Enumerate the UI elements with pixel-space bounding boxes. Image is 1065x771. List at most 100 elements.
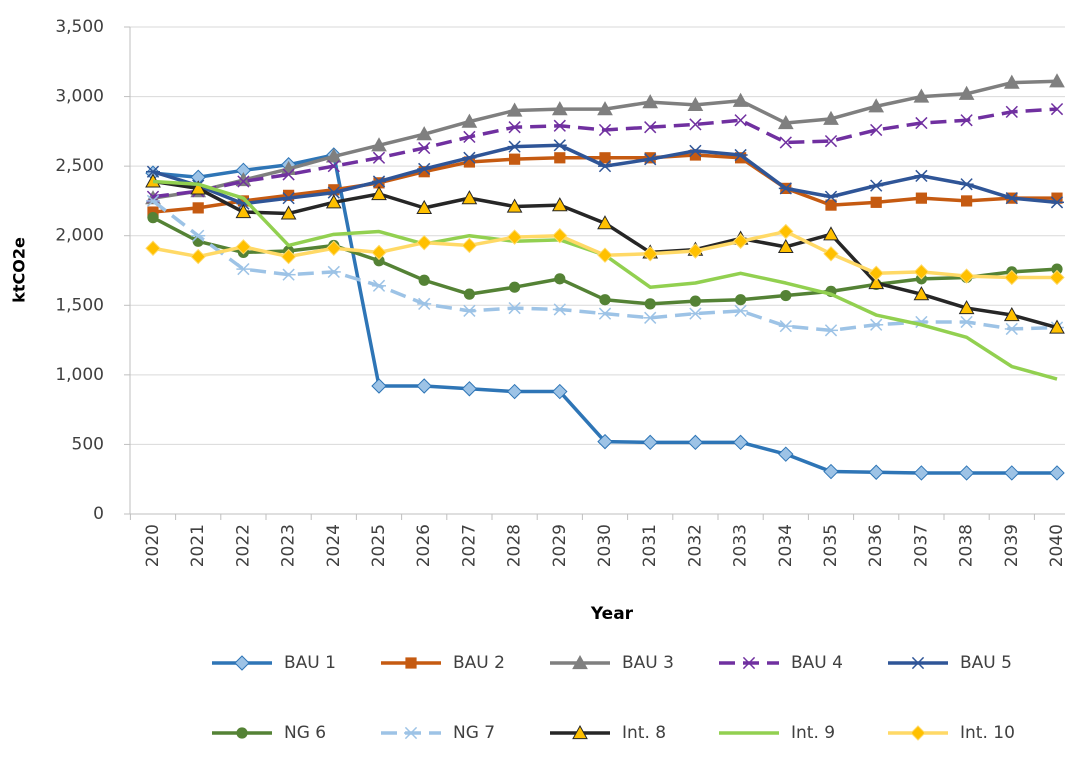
marker: [777, 114, 794, 130]
legend-item: Int. 8: [550, 723, 666, 743]
marker: [283, 189, 295, 201]
marker-stroke: [508, 121, 521, 134]
x-tick-label: 2039: [1002, 524, 1022, 567]
marker: [328, 184, 340, 196]
marker-stroke: [282, 168, 295, 181]
marker-stroke: [372, 151, 386, 164]
marker: [235, 172, 252, 187]
marker: [598, 123, 612, 137]
marker-stroke: [915, 116, 928, 130]
y-tick-label: 3,000: [55, 87, 104, 107]
y-tick-label: 2,000: [55, 226, 104, 246]
marker: [735, 294, 747, 306]
marker: [325, 194, 342, 209]
marker: [958, 465, 975, 481]
x-tick-label: 2022: [233, 524, 253, 567]
x-tick-label: 2034: [776, 524, 796, 567]
marker: [1051, 263, 1063, 275]
marker: [868, 265, 884, 281]
legend-item: Int. 10: [888, 723, 1015, 743]
y-tick-label: 3,500: [55, 17, 104, 37]
legend-marker: [911, 656, 925, 670]
marker: [371, 185, 387, 201]
marker: [644, 298, 656, 310]
legend-marker: [234, 655, 250, 671]
legend-label: BAU 3: [622, 653, 674, 673]
marker: [598, 307, 612, 320]
marker: [959, 315, 974, 329]
legend-label: BAU 4: [791, 653, 843, 673]
marker: [463, 288, 475, 300]
marker: [147, 212, 159, 224]
legend-label: BAU 2: [453, 653, 505, 673]
marker: [507, 140, 522, 153]
marker: [598, 160, 612, 173]
marker: [552, 383, 568, 400]
x-tick-label: 2036: [866, 524, 886, 567]
marker: [825, 199, 837, 211]
marker: [1004, 192, 1019, 205]
legend-marker: [405, 657, 417, 669]
marker: [461, 190, 478, 205]
x-tick-label: 2029: [550, 524, 570, 567]
marker-stroke: [598, 123, 612, 137]
marker: [145, 240, 161, 256]
marker: [237, 175, 250, 188]
marker: [777, 238, 794, 253]
legend-marker: [910, 725, 926, 741]
legend-label: BAU 5: [960, 653, 1012, 673]
marker: [506, 102, 523, 117]
marker: [733, 148, 748, 162]
marker-stroke: [237, 175, 250, 188]
marker: [461, 237, 478, 254]
x-tick-label: 2025: [369, 524, 389, 567]
marker: [1049, 73, 1065, 88]
marker: [961, 195, 973, 207]
x-tick-label: 2020: [143, 524, 163, 567]
marker: [235, 204, 252, 219]
marker: [913, 286, 930, 301]
marker: [551, 197, 568, 212]
marker: [868, 98, 885, 113]
marker: [463, 130, 476, 144]
marker: [824, 134, 838, 148]
marker: [824, 324, 838, 337]
marker: [870, 196, 882, 208]
marker-stroke: [1005, 105, 1018, 119]
marker: [1050, 102, 1064, 116]
marker-stroke: [327, 160, 340, 173]
x-tick-label: 2033: [731, 524, 751, 567]
marker-stroke: [1050, 102, 1064, 116]
marker: [416, 234, 432, 251]
marker-stroke: [644, 121, 657, 134]
marker: [416, 126, 433, 141]
marker: [643, 153, 658, 166]
marker: [959, 178, 974, 191]
legend-marker: [572, 654, 588, 670]
x-tick-label: 2040: [1047, 524, 1065, 567]
marker: [418, 274, 430, 286]
marker: [735, 152, 747, 164]
x-tick-label: 2030: [595, 524, 615, 567]
marker: [958, 85, 975, 100]
marker: [913, 264, 930, 280]
marker: [371, 378, 387, 394]
marker: [327, 160, 340, 173]
marker: [146, 165, 160, 178]
marker: [597, 247, 613, 263]
x-tick-label: 2028: [505, 524, 525, 567]
marker: [372, 175, 386, 188]
marker: [553, 119, 566, 132]
marker: [915, 192, 927, 204]
marker: [1004, 322, 1019, 336]
marker: [506, 383, 523, 400]
marker-stroke: [824, 134, 838, 148]
marker-stroke: [463, 130, 476, 144]
marker-stroke: [870, 123, 883, 137]
marker: [281, 192, 296, 205]
marker: [1049, 319, 1065, 334]
marker: [326, 186, 341, 199]
marker: [823, 463, 839, 480]
marker: [372, 151, 386, 164]
legend-marker: [572, 724, 588, 740]
